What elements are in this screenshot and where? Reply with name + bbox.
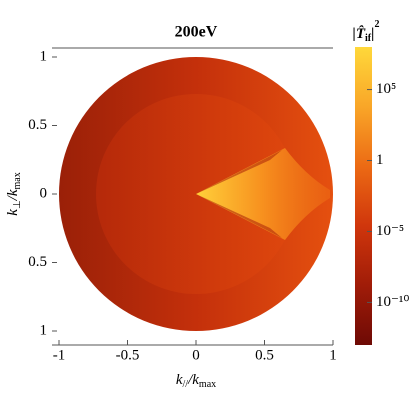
label-part: | <box>371 26 374 42</box>
label-part: max <box>12 172 23 189</box>
xlabel: k///kmax <box>176 372 216 390</box>
x-tick-label: 1 <box>329 347 337 363</box>
label-part: if <box>365 33 372 44</box>
bright-wedge <box>196 148 330 240</box>
colorbar-tick-label: 10⁻⁵ <box>376 223 404 239</box>
label-part: T̂ <box>356 25 366 43</box>
y-tick-label: 0 <box>40 185 48 201</box>
x-tick-label: 0 <box>192 347 200 363</box>
label-part: max <box>199 379 216 390</box>
x-tick-label: 0.5 <box>255 347 274 363</box>
label-part: ⊥ <box>12 200 23 209</box>
label-part: k <box>176 372 183 388</box>
colorbar <box>355 47 372 345</box>
label-part: 2 <box>374 19 379 30</box>
y-tick-label: 0.5 <box>28 117 47 133</box>
colorbar_label: |T̂if|2 <box>353 19 380 44</box>
label-part: k <box>5 209 21 216</box>
colorbar-tick-label: 1 <box>376 152 384 168</box>
y-tick-label: 0.5 <box>28 254 47 270</box>
colorbar-tick-label: 10⁻¹⁰ <box>376 294 409 310</box>
label-part: /k <box>187 372 199 388</box>
colorbar-tick-label: 10⁵ <box>376 81 396 97</box>
label-part: /k <box>5 189 21 201</box>
x-tick-label: -0.5 <box>116 347 140 363</box>
label-part: // <box>183 379 189 390</box>
y-tick-label: 1 <box>40 322 48 338</box>
y-tick-label: 1 <box>40 48 48 64</box>
chart-title: 200eV <box>175 24 218 41</box>
label-part: | <box>353 26 356 42</box>
ylabel: k⊥/kmax <box>5 172 23 215</box>
x-tick-label: -1 <box>53 347 66 363</box>
plot-area <box>59 57 333 331</box>
